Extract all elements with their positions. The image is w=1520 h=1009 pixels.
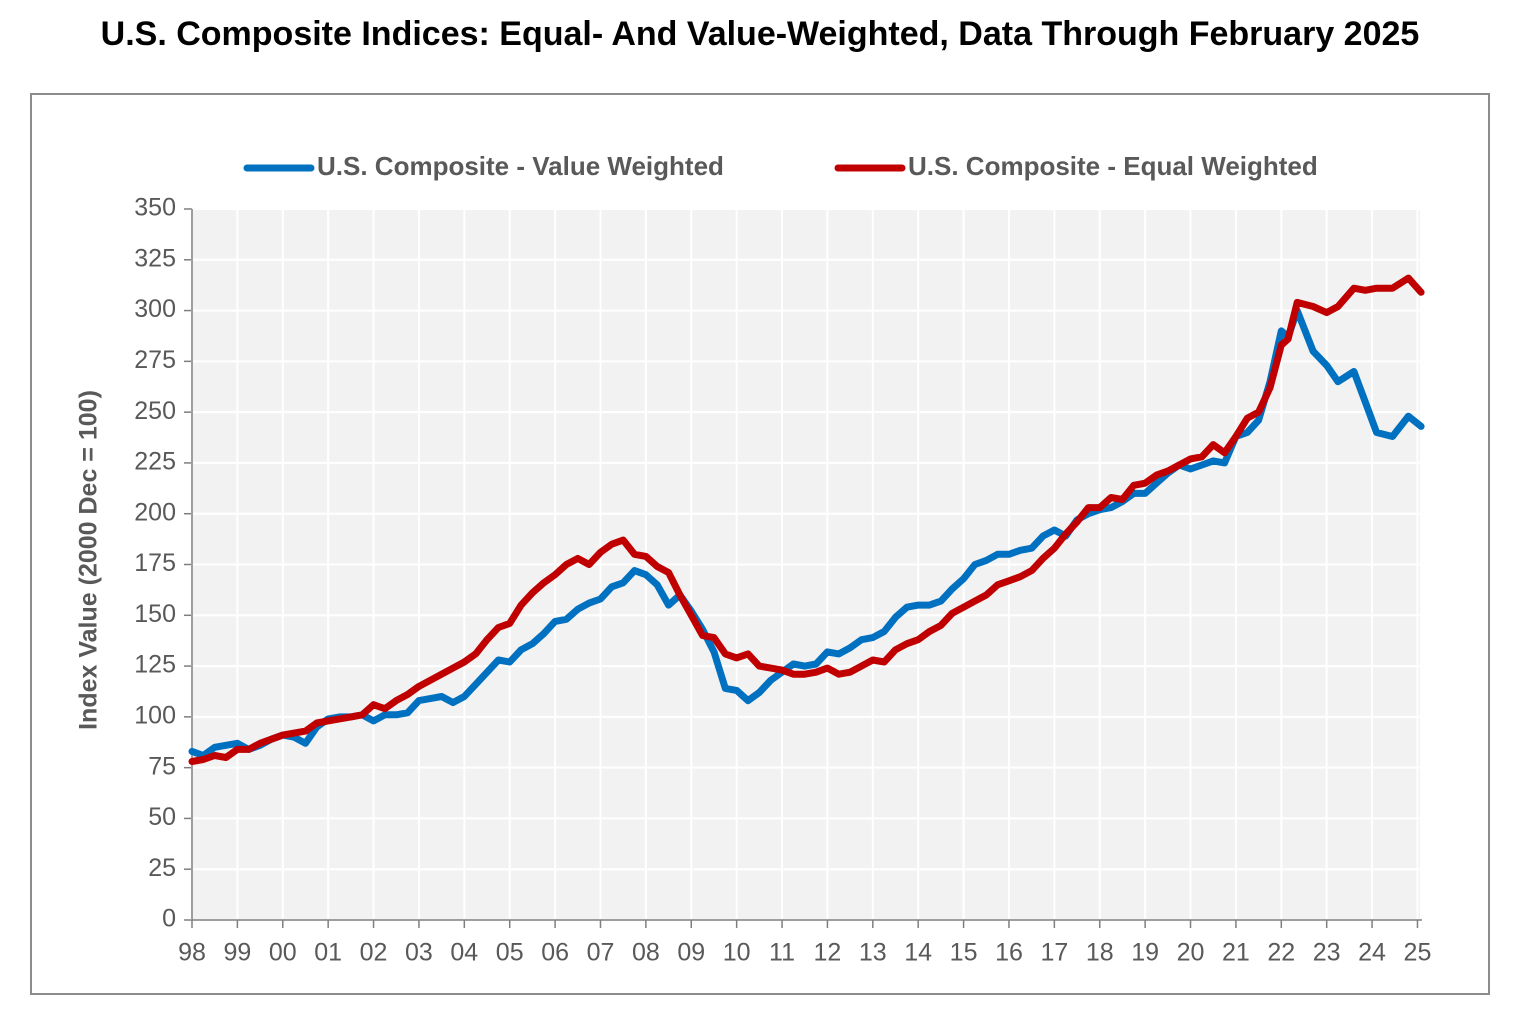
- x-tick-label: 13: [859, 939, 887, 967]
- y-tick-label: 300: [134, 295, 176, 323]
- y-tick-label: 150: [134, 600, 176, 628]
- y-tick-label: 125: [134, 651, 176, 679]
- x-tick-label: 22: [1267, 939, 1295, 967]
- y-tick-label: 25: [148, 854, 176, 882]
- x-tick-label: 10: [723, 939, 751, 967]
- y-tick-label: 75: [148, 752, 176, 780]
- y-tick-label: 50: [148, 803, 176, 831]
- x-tick-label: 08: [632, 939, 660, 967]
- x-tick-label: 12: [814, 939, 842, 967]
- x-tick-label: 03: [405, 939, 433, 967]
- x-tick-label: 14: [904, 939, 932, 967]
- x-tick-label: 16: [995, 939, 1023, 967]
- legend-label: U.S. Composite - Value Weighted: [317, 151, 724, 181]
- y-tick-label: 0: [162, 905, 176, 933]
- x-tick-label: 02: [360, 939, 388, 967]
- x-tick-label: 24: [1358, 939, 1386, 967]
- x-tick-label: 09: [677, 939, 705, 967]
- x-tick-label: 11: [769, 939, 795, 967]
- y-tick-label: 275: [134, 346, 176, 374]
- y-tick-label: 350: [134, 194, 176, 222]
- x-tick-label: 17: [1040, 939, 1068, 967]
- legend-label: U.S. Composite - Equal Weighted: [908, 151, 1318, 181]
- x-tick-label: 15: [950, 939, 978, 967]
- x-tick-label: 25: [1404, 939, 1432, 967]
- chart-title: U.S. Composite Indices: Equal- And Value…: [101, 15, 1420, 53]
- x-tick-label: 19: [1131, 939, 1159, 967]
- y-tick-label: 200: [134, 498, 176, 526]
- y-axis-label: Index Value (2000 Dec = 100): [75, 390, 103, 730]
- x-tick-label: 18: [1086, 939, 1114, 967]
- x-tick-label: 23: [1313, 939, 1341, 967]
- y-tick-label: 175: [134, 549, 176, 577]
- x-tick-label: 06: [541, 939, 569, 967]
- x-tick-label: 00: [269, 939, 297, 967]
- x-tick-label: 20: [1177, 939, 1205, 967]
- line-series: [188, 274, 1425, 765]
- x-tick-label: 05: [496, 939, 524, 967]
- x-tick-label: 98: [178, 939, 206, 967]
- y-tick-label: 100: [134, 701, 176, 729]
- line-series: [188, 307, 1425, 759]
- y-tick-label: 225: [134, 448, 176, 476]
- x-tick-label: 04: [450, 939, 478, 967]
- x-tick-label: 21: [1222, 939, 1250, 967]
- y-tick-label: 250: [134, 397, 176, 425]
- x-tick-label: 01: [314, 939, 342, 967]
- y-tick-label: 325: [134, 244, 176, 272]
- x-tick-label: 99: [223, 939, 251, 967]
- x-tick-label: 07: [587, 939, 615, 967]
